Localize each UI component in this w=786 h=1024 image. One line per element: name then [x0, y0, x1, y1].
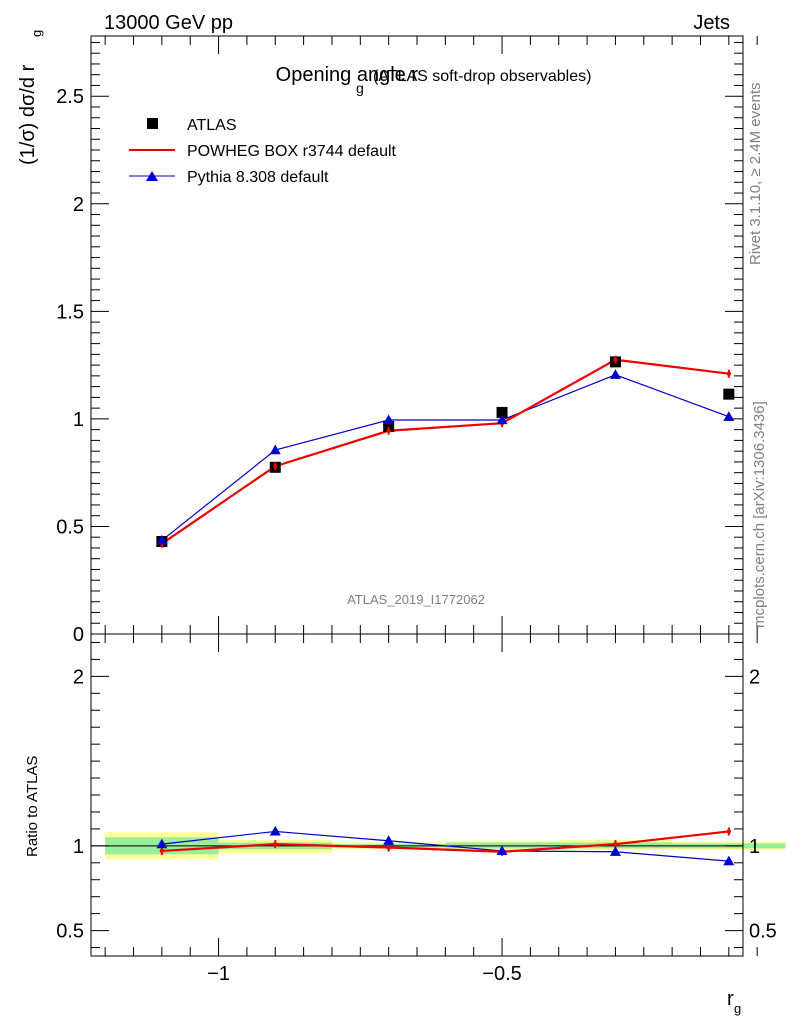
chart-subtitle: (ATLAS soft-drop observables)	[373, 68, 591, 85]
powheg-point	[613, 357, 618, 362]
main-y-tick-label: 0	[73, 624, 84, 646]
pythia-point	[496, 414, 508, 425]
rivet-label-text: Rivet 3.1.10, ≥ 2.4M events	[747, 83, 764, 266]
ratio-axis-ticks	[91, 634, 758, 956]
atlas-data-point	[723, 388, 735, 400]
ratio-pythia-point	[723, 855, 735, 866]
ratio-y-tick-labels: 0.5 0.5 1 1 2 2	[56, 666, 777, 942]
pythia-point	[609, 369, 621, 379]
legend-atlas-label: ATLAS	[187, 117, 237, 134]
powheg-point	[386, 428, 391, 433]
ratio-y-label-text: Ratio to ATLAS	[24, 756, 41, 857]
ratio-y-tick-label-left: 0.5	[56, 921, 84, 943]
x-axis-label-subscript: g	[734, 1001, 741, 1016]
main-series	[156, 355, 735, 548]
legend-powheg-label: POWHEG BOX r3744 default	[187, 143, 397, 160]
ratio-powheg-line	[161, 830, 729, 853]
powheg-point	[273, 464, 278, 469]
ratio-powheg-point	[613, 841, 618, 847]
main-y-tick-label: 1	[73, 409, 84, 431]
legend: ATLAS POWHEG BOX r3744 default Pythia 8.…	[129, 117, 397, 186]
source-label-text: mcplots.cern.ch [arXiv:1306.3436]	[751, 401, 768, 628]
ratio-y-tick-label-left: 1	[73, 836, 84, 858]
x-axis-label: r	[727, 988, 734, 1010]
main-y-tick-label: 2	[73, 194, 84, 216]
ratio-x-tick-labels: −1 −0.5	[207, 963, 522, 985]
ratio-pythia-point	[496, 845, 508, 856]
ratio-y-tick-label-left: 2	[73, 666, 84, 688]
ratio-powheg-point	[726, 829, 732, 834]
atlas-data-point	[383, 420, 395, 432]
atlas-data-point	[496, 406, 508, 418]
powheg-point	[726, 371, 732, 376]
ratio-pythia-point	[269, 825, 281, 836]
ratio-pythia-point	[383, 835, 395, 845]
source-label: mcplots.cern.ch [arXiv:1306.3436]	[751, 401, 768, 628]
main-y-label-text: (1/σ) dσ/d r	[17, 64, 39, 165]
main-y-tick-label: 1.5	[56, 301, 84, 323]
ratio-pythia-line	[161, 830, 729, 862]
analysis-watermark: ATLAS_2019_I1772062	[347, 592, 485, 607]
ratio-series	[156, 825, 735, 866]
main-panel: 0 0.5 1 1.5 2 2.5 Opening angle r g (ATLAS so…	[17, 30, 758, 646]
ratio-y-axis-label: Ratio to ATLAS	[24, 756, 41, 857]
main-y-tick-label: 0.5	[56, 516, 84, 538]
main-axis-ticks	[91, 36, 758, 635]
main-y-axis-label: (1/σ) dσ/d r g	[17, 30, 44, 165]
energy-label: 13000 GeV pp	[104, 12, 233, 34]
legend-pythia-marker	[146, 171, 158, 181]
chart-title-main: Opening angle r	[276, 64, 419, 86]
powheg-line	[161, 358, 729, 545]
main-y-tick-labels: 0 0.5 1 1.5 2 2.5	[56, 86, 84, 646]
x-tick-label: −1	[207, 963, 230, 985]
ratio-y-tick-label-right: 2	[749, 666, 760, 688]
ratio-powheg-point	[159, 848, 165, 854]
ratio-powheg-point	[386, 845, 391, 850]
chart-title: Opening angle r	[276, 64, 419, 86]
ratio-y-tick-label-right: 0.5	[749, 921, 777, 943]
category-label: Jets	[693, 12, 730, 34]
ratio-pythia-point	[609, 846, 621, 856]
main-y-label-subscript: g	[29, 30, 44, 37]
legend-pythia-label: Pythia 8.308 default	[187, 169, 329, 186]
main-y-tick-label: 2.5	[56, 86, 84, 108]
pythia-line	[161, 374, 730, 541]
ratio-panel: 0.5 0.5 1 1 2 2 −1 −0.5 Ratio to ATLAS r g	[24, 633, 786, 1016]
ratio-frame	[90, 633, 744, 957]
ratio-powheg-point	[273, 841, 278, 847]
chart-title-subscript: g	[356, 80, 364, 96]
x-tick-label: −0.5	[482, 963, 521, 985]
ratio-y-tick-label-right: 1	[749, 836, 760, 858]
ratio-pythia-point	[156, 838, 168, 849]
legend-atlas-marker	[147, 118, 158, 129]
rivet-label: Rivet 3.1.10, ≥ 2.4M events	[747, 83, 764, 266]
pythia-point	[723, 411, 735, 421]
pythia-point	[156, 534, 168, 545]
pythia-point	[269, 444, 281, 455]
pythia-point	[383, 414, 395, 425]
